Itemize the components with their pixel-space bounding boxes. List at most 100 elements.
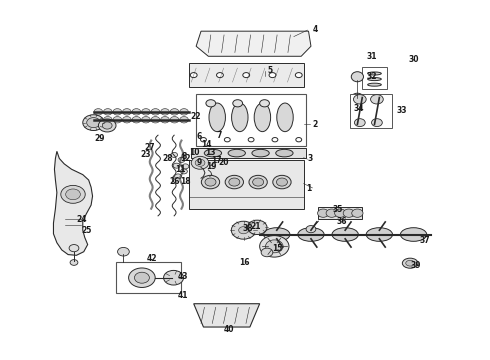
Circle shape [371,119,382,127]
Text: 3: 3 [308,154,313,163]
Circle shape [173,163,180,168]
Text: 21: 21 [250,222,260,231]
Text: 5: 5 [268,66,273,75]
Ellipse shape [276,149,293,157]
Text: 39: 39 [410,261,420,270]
Bar [362,67,387,89]
Text: 15: 15 [272,244,282,253]
Text: 18: 18 [180,176,191,185]
Ellipse shape [142,109,150,115]
Ellipse shape [142,117,150,123]
Circle shape [61,185,85,203]
Circle shape [164,270,184,285]
Ellipse shape [209,103,225,132]
Ellipse shape [402,258,418,268]
Text: 37: 37 [420,236,431,245]
Text: 17: 17 [211,156,221,165]
Circle shape [247,220,267,234]
Circle shape [260,235,289,257]
Text: 34: 34 [353,104,364,113]
Circle shape [343,209,354,217]
Circle shape [206,100,216,107]
Circle shape [195,159,205,166]
Text: 24: 24 [76,215,87,224]
Circle shape [233,100,243,107]
Circle shape [260,100,270,107]
Bar [196,94,306,146]
Text: 13: 13 [205,148,216,157]
Ellipse shape [228,149,245,157]
Text: 8: 8 [181,152,187,161]
Circle shape [261,248,273,257]
Ellipse shape [151,109,160,115]
Ellipse shape [277,103,293,132]
Ellipse shape [366,228,392,241]
Ellipse shape [204,149,221,157]
Circle shape [224,138,230,142]
Circle shape [200,138,206,142]
Ellipse shape [232,103,248,132]
Ellipse shape [151,117,160,123]
Circle shape [128,268,155,288]
Circle shape [201,175,220,189]
Circle shape [191,156,209,169]
Text: 29: 29 [95,134,105,143]
Text: 12: 12 [180,154,191,163]
Text: 36: 36 [337,217,347,226]
Text: 32: 32 [366,72,377,81]
Circle shape [205,178,216,186]
Circle shape [70,260,78,265]
Ellipse shape [94,117,102,123]
Circle shape [102,122,112,129]
Ellipse shape [122,117,131,123]
Circle shape [306,226,316,233]
Circle shape [174,174,181,179]
Circle shape [272,138,278,142]
Circle shape [353,95,366,104]
Text: 31: 31 [366,52,377,61]
Circle shape [180,169,187,174]
Ellipse shape [94,109,102,115]
Circle shape [370,95,383,104]
Circle shape [269,73,276,78]
Ellipse shape [170,117,179,123]
Circle shape [229,178,240,186]
Circle shape [249,175,267,189]
Ellipse shape [368,72,381,75]
Circle shape [217,73,223,78]
Circle shape [190,73,197,78]
Text: 40: 40 [223,325,234,334]
Text: 2: 2 [313,120,318,129]
Bar [189,160,304,209]
Ellipse shape [161,117,170,123]
Circle shape [295,73,302,78]
Circle shape [225,175,244,189]
Circle shape [326,209,338,217]
Circle shape [266,240,283,253]
Text: 42: 42 [147,255,157,264]
Circle shape [231,221,256,239]
Circle shape [253,178,264,186]
Ellipse shape [264,228,290,241]
Circle shape [243,73,249,78]
Bar [318,207,362,220]
Text: 9: 9 [196,158,201,167]
Ellipse shape [298,228,324,241]
Text: 27: 27 [145,143,155,152]
Circle shape [352,209,363,217]
Circle shape [69,244,79,252]
Text: 10: 10 [189,148,199,157]
Text: 23: 23 [140,150,150,159]
Circle shape [66,189,80,200]
Text: 33: 33 [396,105,407,114]
Circle shape [335,209,346,217]
Ellipse shape [113,117,122,123]
Text: 28: 28 [162,154,172,163]
Ellipse shape [406,260,415,266]
Circle shape [83,115,104,131]
Circle shape [248,138,254,142]
Ellipse shape [252,149,269,157]
Ellipse shape [161,109,170,115]
Polygon shape [53,151,93,255]
Ellipse shape [103,117,112,123]
